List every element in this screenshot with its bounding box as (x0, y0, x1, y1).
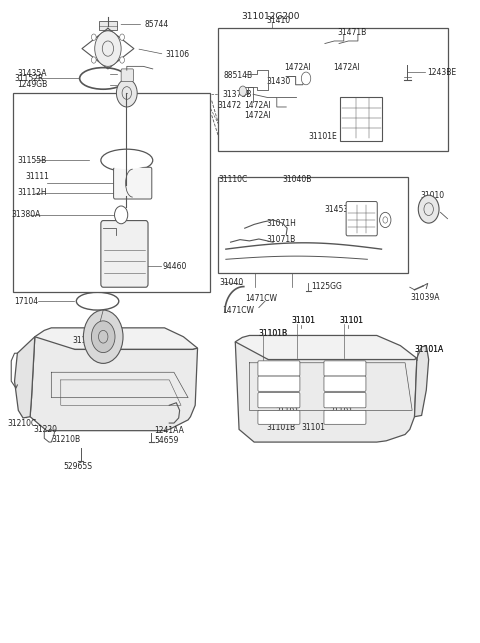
Text: 31101: 31101 (330, 407, 354, 416)
FancyBboxPatch shape (12, 93, 210, 293)
Text: 31472: 31472 (218, 101, 242, 110)
FancyBboxPatch shape (99, 21, 117, 30)
Text: 52965S: 52965S (63, 462, 93, 471)
Circle shape (418, 195, 439, 223)
Ellipse shape (84, 72, 123, 85)
FancyBboxPatch shape (324, 393, 366, 408)
FancyBboxPatch shape (324, 410, 366, 424)
Polygon shape (35, 328, 198, 349)
Circle shape (91, 57, 96, 63)
Text: 31430: 31430 (267, 77, 291, 86)
Ellipse shape (104, 153, 149, 167)
Text: 31152R: 31152R (14, 74, 44, 83)
Text: 1241AA: 1241AA (154, 426, 184, 435)
Circle shape (120, 34, 124, 41)
Text: 31101A: 31101A (415, 345, 444, 354)
Text: 31071B: 31071B (266, 235, 296, 244)
FancyBboxPatch shape (340, 97, 383, 141)
Text: 1471CW: 1471CW (245, 294, 276, 303)
Text: 31039A: 31039A (411, 293, 440, 302)
Text: 54659: 54659 (154, 437, 179, 446)
Text: 1472AI: 1472AI (244, 111, 271, 120)
Text: 88514B: 88514B (223, 71, 252, 80)
Text: 31101B: 31101B (266, 423, 295, 432)
Ellipse shape (80, 296, 116, 306)
Circle shape (380, 212, 391, 228)
Text: 31220: 31220 (34, 425, 58, 434)
Ellipse shape (76, 293, 119, 310)
Text: 31112H: 31112H (17, 188, 47, 197)
Text: 1472AI: 1472AI (334, 63, 360, 72)
Circle shape (95, 31, 121, 66)
Circle shape (91, 34, 96, 41)
Ellipse shape (80, 68, 127, 89)
Text: 85744: 85744 (145, 20, 169, 29)
Text: 31155B: 31155B (17, 156, 47, 165)
Text: 1249GB: 1249GB (17, 80, 48, 89)
Text: 31105: 31105 (72, 336, 96, 345)
Polygon shape (415, 346, 429, 417)
Text: 94460: 94460 (162, 262, 187, 271)
Text: 31101: 31101 (339, 316, 363, 325)
FancyBboxPatch shape (258, 361, 300, 376)
Text: 1243BE: 1243BE (427, 68, 456, 77)
Circle shape (115, 206, 128, 224)
Text: 31101: 31101 (292, 316, 316, 325)
Circle shape (301, 72, 311, 85)
Text: 31110C: 31110C (218, 176, 248, 185)
Text: 31471B: 31471B (337, 28, 366, 37)
Text: 31435A: 31435A (17, 69, 47, 78)
Polygon shape (14, 337, 35, 418)
Text: 31380A: 31380A (11, 210, 41, 219)
Text: 31375B: 31375B (222, 90, 252, 99)
FancyBboxPatch shape (258, 393, 300, 408)
FancyBboxPatch shape (258, 376, 300, 392)
Text: 31010: 31010 (420, 191, 444, 200)
Circle shape (239, 86, 247, 96)
Text: 31101: 31101 (292, 316, 316, 325)
FancyBboxPatch shape (101, 221, 148, 287)
Polygon shape (235, 336, 417, 359)
Text: 1125GG: 1125GG (312, 282, 343, 291)
Text: 1472AI: 1472AI (284, 63, 311, 72)
FancyBboxPatch shape (346, 201, 377, 236)
Polygon shape (235, 342, 417, 442)
Text: 31101: 31101 (301, 423, 325, 432)
Ellipse shape (101, 149, 153, 172)
Circle shape (120, 57, 124, 63)
FancyBboxPatch shape (218, 177, 408, 273)
Text: 31101B: 31101B (258, 329, 287, 338)
Circle shape (84, 310, 123, 363)
Polygon shape (30, 337, 198, 431)
Text: 31210C: 31210C (8, 419, 36, 428)
Text: 31210B: 31210B (51, 435, 81, 444)
Text: 31101: 31101 (276, 407, 300, 416)
FancyBboxPatch shape (258, 410, 300, 424)
Text: 31040B: 31040B (282, 176, 312, 185)
Text: 31040: 31040 (219, 278, 243, 287)
Text: 1471CW: 1471CW (222, 305, 254, 314)
FancyBboxPatch shape (114, 167, 152, 199)
Text: 1472AI: 1472AI (244, 101, 271, 110)
Text: 31106: 31106 (166, 50, 190, 59)
Text: 311012G200: 311012G200 (241, 12, 300, 21)
Text: 31101: 31101 (339, 316, 363, 325)
Text: 31071H: 31071H (266, 219, 296, 228)
Text: 17104: 17104 (14, 296, 39, 305)
Text: 31101B: 31101B (258, 329, 287, 338)
Text: 31101E: 31101E (308, 132, 337, 141)
Text: 31410: 31410 (266, 16, 290, 25)
FancyBboxPatch shape (324, 376, 366, 392)
FancyBboxPatch shape (121, 69, 133, 82)
Text: 31453B: 31453B (325, 205, 354, 214)
FancyBboxPatch shape (324, 361, 366, 376)
Circle shape (117, 79, 137, 107)
Text: 31111: 31111 (25, 172, 49, 181)
Circle shape (91, 321, 115, 352)
Text: 31101A: 31101A (415, 345, 444, 354)
FancyBboxPatch shape (218, 28, 448, 151)
